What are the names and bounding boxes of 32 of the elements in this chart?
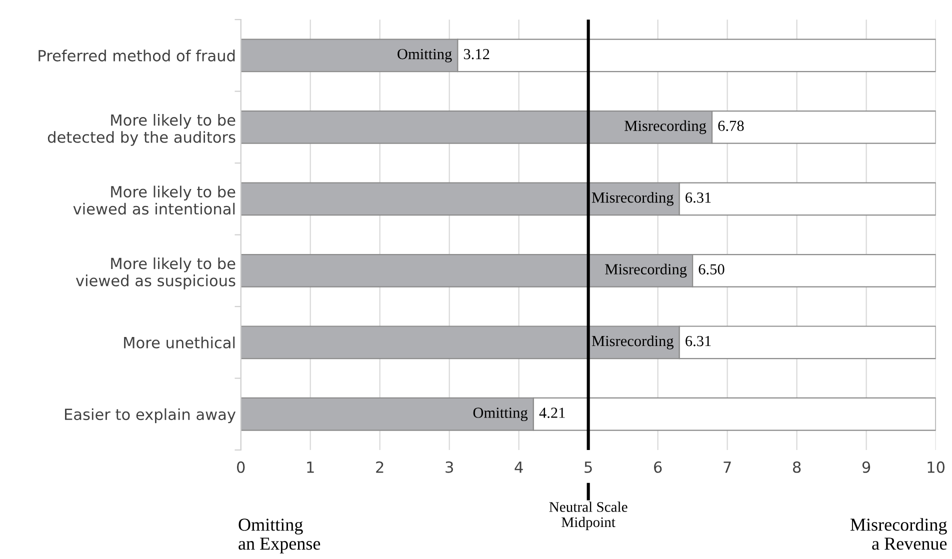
annotation: Misrecording: [592, 335, 674, 350]
data-label: 6.31: [686, 192, 711, 203]
data-label: 6.31: [686, 336, 711, 346]
x-tick-label: 0: [237, 461, 245, 473]
x-tick-label: 10: [928, 461, 945, 473]
ref-line-label: Neutral Scale Midpoint: [549, 502, 628, 530]
annotation: Misrecording: [624, 120, 706, 134]
y-tick-label: More likely to be detected by the auditors: [48, 114, 236, 146]
data-label: 3.12: [464, 48, 490, 60]
text: Misrecording a Revenue: [850, 518, 947, 550]
text: Omitting an Expense: [238, 518, 320, 554]
x-tick-label: 4: [514, 462, 523, 473]
annotation: Misrecording: [592, 192, 674, 206]
x-tick-label: 7: [724, 462, 731, 473]
x-tick-label: 8: [793, 461, 801, 473]
x-tick-label: 1: [307, 462, 314, 473]
y-tick-label: More likely to be viewed as intentional: [73, 186, 236, 215]
x-tick-label: 3: [446, 461, 453, 473]
annotation: Omitting: [473, 408, 528, 422]
x-tick-label: 2: [376, 461, 384, 473]
annotation: Omitting: [398, 48, 452, 62]
x-tick-label: 9: [862, 461, 870, 473]
y-tick-label: More unethical: [124, 336, 235, 348]
y-tick-label: More likely to be viewed as suspicious: [76, 257, 236, 290]
data-label: 4.21: [539, 408, 565, 418]
annotation: Misrecording: [605, 264, 687, 278]
x-tick-label: 6: [654, 461, 662, 473]
y-tick-label: Preferred method of fraud: [38, 50, 235, 62]
data-label: 6.78: [718, 120, 744, 132]
y-tick-label: Easier to explain away: [65, 408, 236, 424]
x-tick-label: 5: [584, 462, 592, 473]
data-label: 6.50: [698, 264, 724, 275]
